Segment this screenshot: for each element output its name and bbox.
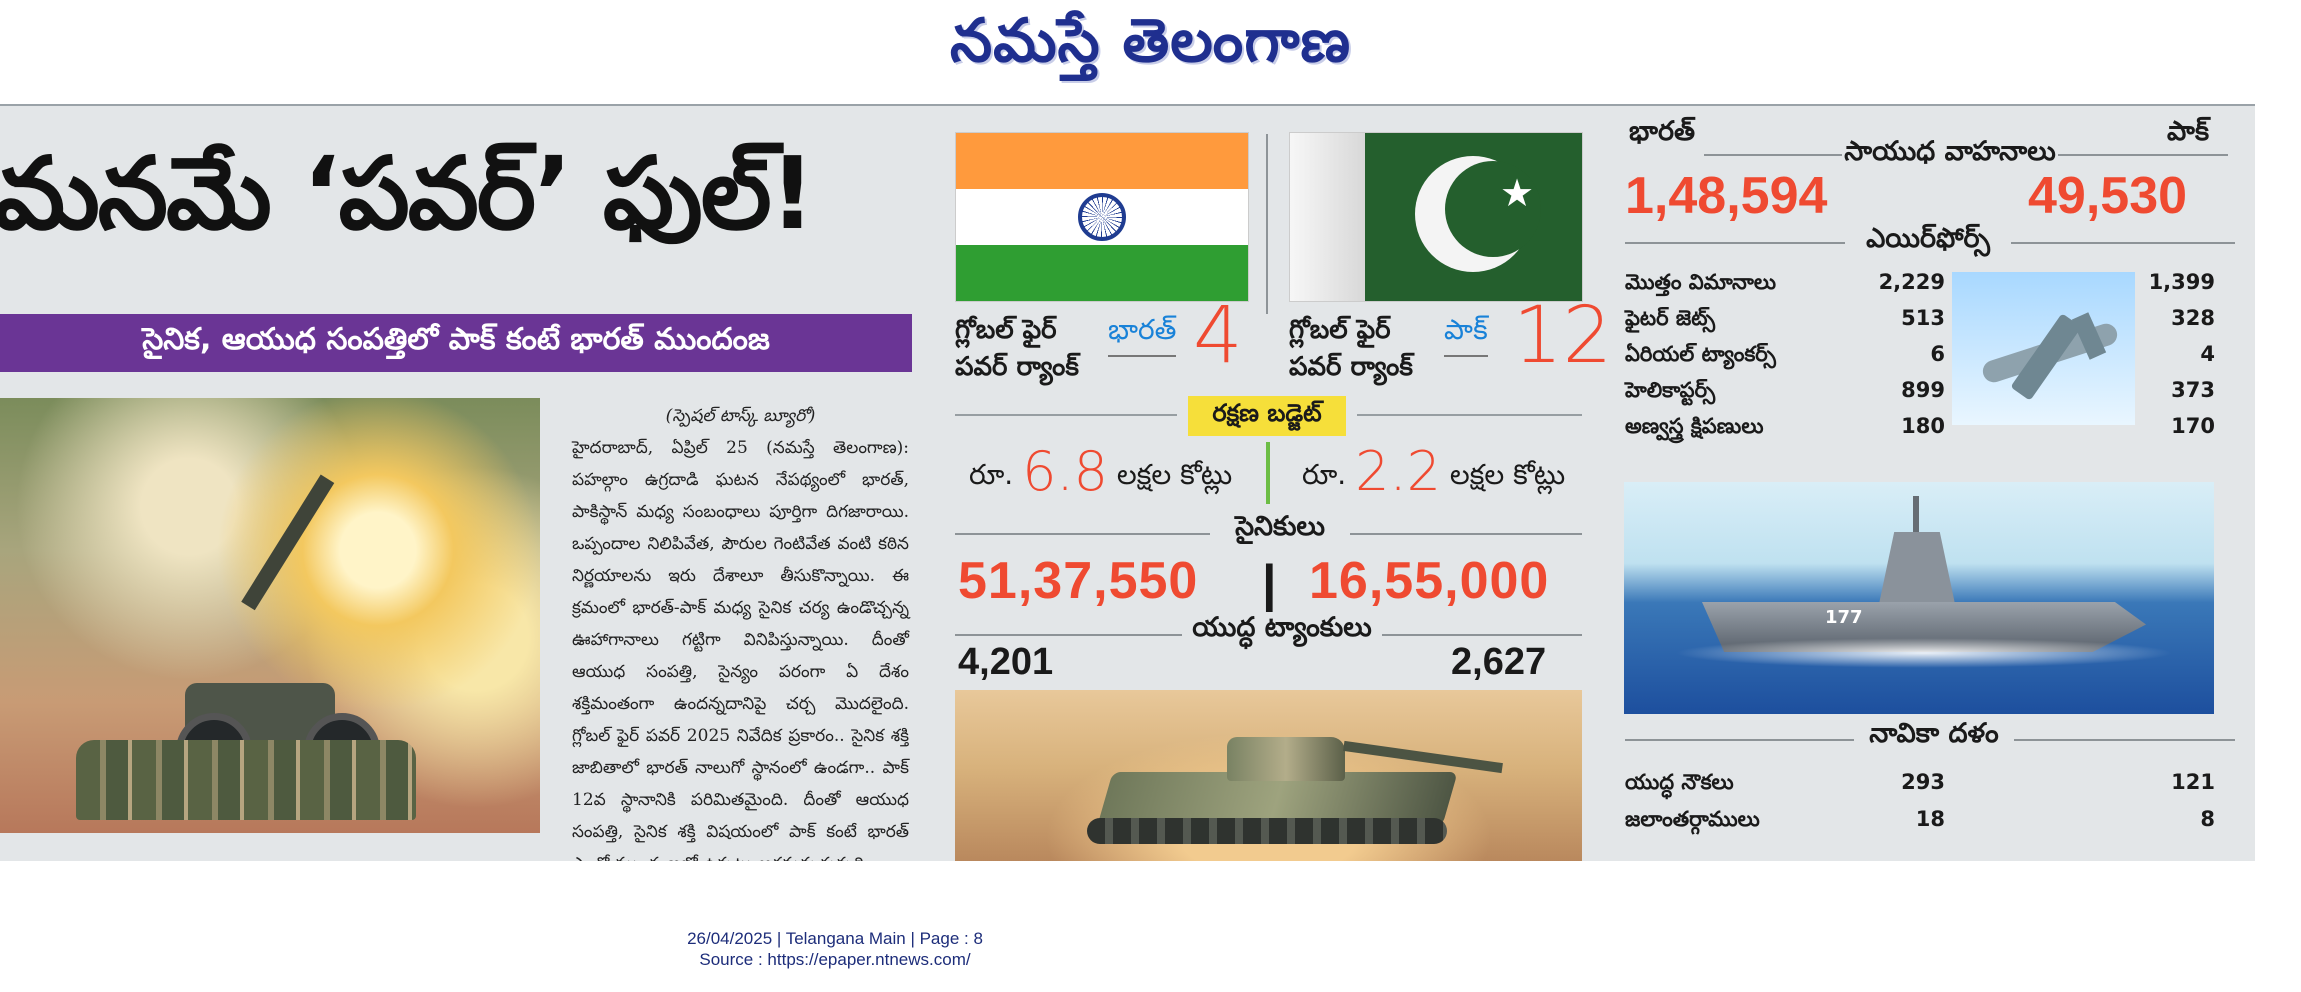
vehicles-rule-left xyxy=(1704,154,1842,156)
ship-mast xyxy=(1913,496,1919,544)
article-text: హైదరాబాద్, ఏప్రిల్ 25 (నమస్తే తెలంగాణ): … xyxy=(572,438,909,861)
budget-divider xyxy=(1266,442,1270,504)
vehicles-rule-right xyxy=(2058,154,2228,156)
navy-row: యుద్ధ నౌకలు 293 121 xyxy=(1625,770,2215,794)
article-panel: మనమే ‘పవర్’ ఫుల్! సైనిక, ఆయుధ సంపత్తిలో … xyxy=(0,104,2255,861)
footer-date-page: 26/04/2025 | Telangana Main | Page : 8 xyxy=(687,929,983,948)
india-budget: రూ. 6.8 లక్షల కోట్లు xyxy=(969,440,1232,503)
pakistan-budget-unit: లక్షల కోట్లు xyxy=(1449,458,1566,491)
ship-wake xyxy=(1674,638,2174,668)
masthead: నమస్తే తెలంగాణ xyxy=(0,0,2301,96)
pakistan-budget-amount: 2.2 xyxy=(1355,440,1442,503)
pakistan-rank-number: 12 xyxy=(1513,291,1613,381)
pakistan-budget: రూ. 2.2 లక్షల కోట్లు xyxy=(1302,440,1565,503)
footer-source: Source : https://epaper.ntnews.com/ xyxy=(699,950,971,969)
warship-photo: 177 xyxy=(1624,482,2214,714)
article-byline: (స్పెషల్ టాస్క్ బ్యూరో) xyxy=(665,406,816,426)
india-rank-country: భారత్ xyxy=(1108,313,1177,357)
crescent-icon xyxy=(1415,156,1541,272)
star-icon: ★ xyxy=(1500,171,1535,215)
india-armored-vehicles-count: 1,48,594 xyxy=(1625,167,1828,225)
pakistan-flag-white-band xyxy=(1290,133,1365,301)
budget-rule-left xyxy=(955,414,1177,416)
india-budget-unit: లక్షల కోట్లు xyxy=(1116,458,1233,491)
india-rank-number: 4 xyxy=(1193,291,1243,381)
armored-vehicles-title: సాయుధ వాహనాలు xyxy=(1844,136,2056,167)
aircraft-photo xyxy=(1952,272,2135,425)
soldiers-separator: | xyxy=(1262,555,1277,613)
india-rank-label: గ్లోబల్ ఫైర్ పవర్ ర్యాంక్ xyxy=(955,315,1079,382)
article-body: (స్పెషల్ టాస్క్ బ్యూరో) హైదరాబాద్, ఏప్రి… xyxy=(572,400,909,861)
flag-divider xyxy=(1266,134,1268,314)
pakistan-tanks-count: 2,627 xyxy=(1451,641,1547,683)
soldier-group xyxy=(76,740,416,820)
pakistan-label: పాక్ xyxy=(2167,116,2210,147)
tank-gun xyxy=(1343,740,1503,774)
airforce-row: ఫైటర్ జెట్స్ 513 328 xyxy=(1625,306,2215,330)
newspaper-title: నమస్తే తెలంగాణ xyxy=(949,6,1352,76)
india-budget-amount: 6.8 xyxy=(1022,440,1109,503)
india-soldiers-count: 51,37,550 xyxy=(958,552,1199,610)
soldiers-title: సైనికులు xyxy=(1210,511,1350,549)
india-flag-icon xyxy=(955,132,1249,302)
ship-tower xyxy=(1879,532,1955,604)
tank-photo xyxy=(955,690,1582,861)
tank-tracks xyxy=(1087,818,1447,844)
artillery-barrel xyxy=(241,474,335,611)
airforce-row: అణ్వస్త్ర క్షిపణులు 180 170 xyxy=(1625,414,2215,438)
navy-title: నావికా దళం xyxy=(1854,718,2014,756)
india-flag-green-stripe xyxy=(956,245,1248,301)
pakistan-flag-icon: ★ xyxy=(1289,132,1583,302)
pakistan-rank-label: గ్లోబల్ ఫైర్ పవర్ ర్యాంక్ xyxy=(1289,315,1413,382)
pakistan-rank-country: పాక్ xyxy=(1444,313,1488,357)
india-label: భారత్ xyxy=(1629,116,1695,147)
page-footer: 26/04/2025 | Telangana Main | Page : 8 S… xyxy=(0,928,1670,970)
airforce-row: ఏరియల్ ట్యాంకర్స్ 6 4 xyxy=(1625,342,2215,366)
headline: మనమే ‘పవర్’ ఫుల్! xyxy=(0,135,815,252)
navy-row: జలాంతర్గాములు 18 8 xyxy=(1625,807,2215,831)
pakistan-armored-vehicles-count: 49,530 xyxy=(2028,167,2188,225)
ship-hull-number: 177 xyxy=(1825,607,1863,628)
artillery-photo xyxy=(0,398,540,833)
india-flag-saffron-stripe xyxy=(956,133,1248,189)
india-budget-prefix: రూ. xyxy=(969,458,1014,491)
budget-rule-right xyxy=(1357,414,1582,416)
defence-budget-label: రక్షణ బడ్జెట్ xyxy=(1188,396,1346,436)
tank-turret xyxy=(1227,737,1345,781)
pakistan-budget-prefix: రూ. xyxy=(1302,458,1347,491)
subhead-bar: సైనిక, ఆయుధ సంపత్తిలో పాక్ కంటే భారత్ ము… xyxy=(0,314,912,372)
pakistan-soldiers-count: 16,55,000 xyxy=(1309,552,1550,610)
airforce-row: మొత్తం విమానాలు 2,229 1,399 xyxy=(1625,270,2215,294)
ashoka-chakra-icon xyxy=(1078,193,1126,241)
india-tanks-count: 4,201 xyxy=(958,641,1054,683)
tanks-title: యుద్ధ ట్యాంకులు xyxy=(1182,612,1382,650)
airforce-title: ఎయిర్‌ఫోర్స్ xyxy=(1845,223,2011,261)
airforce-row: హెలికాప్టర్స్ 899 373 xyxy=(1625,378,2215,402)
